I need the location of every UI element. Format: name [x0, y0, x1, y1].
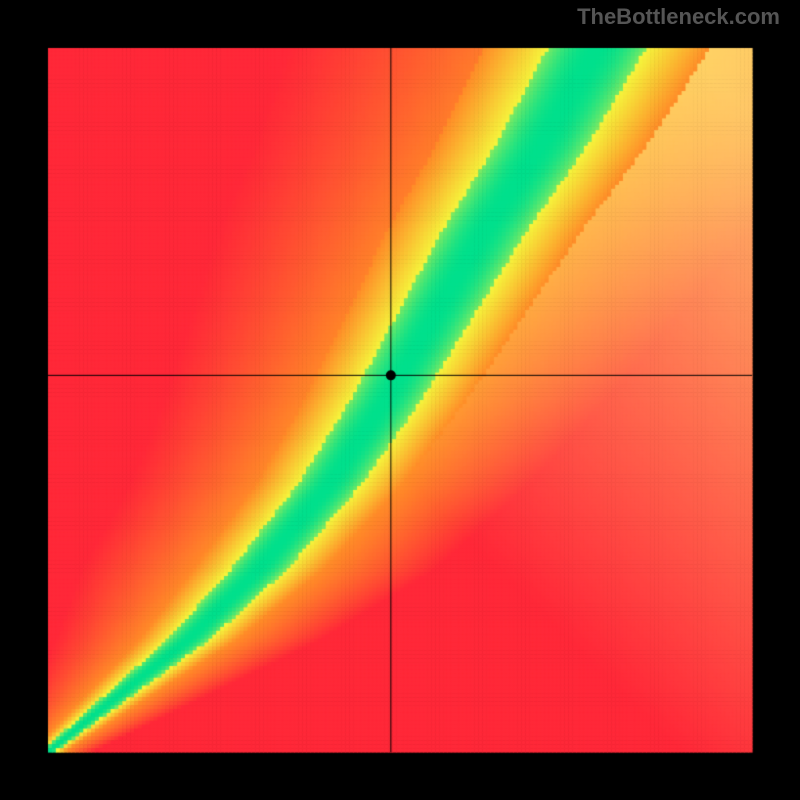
heatmap-canvas: [0, 0, 800, 800]
watermark-text: TheBottleneck.com: [577, 4, 780, 30]
chart-container: TheBottleneck.com: [0, 0, 800, 800]
